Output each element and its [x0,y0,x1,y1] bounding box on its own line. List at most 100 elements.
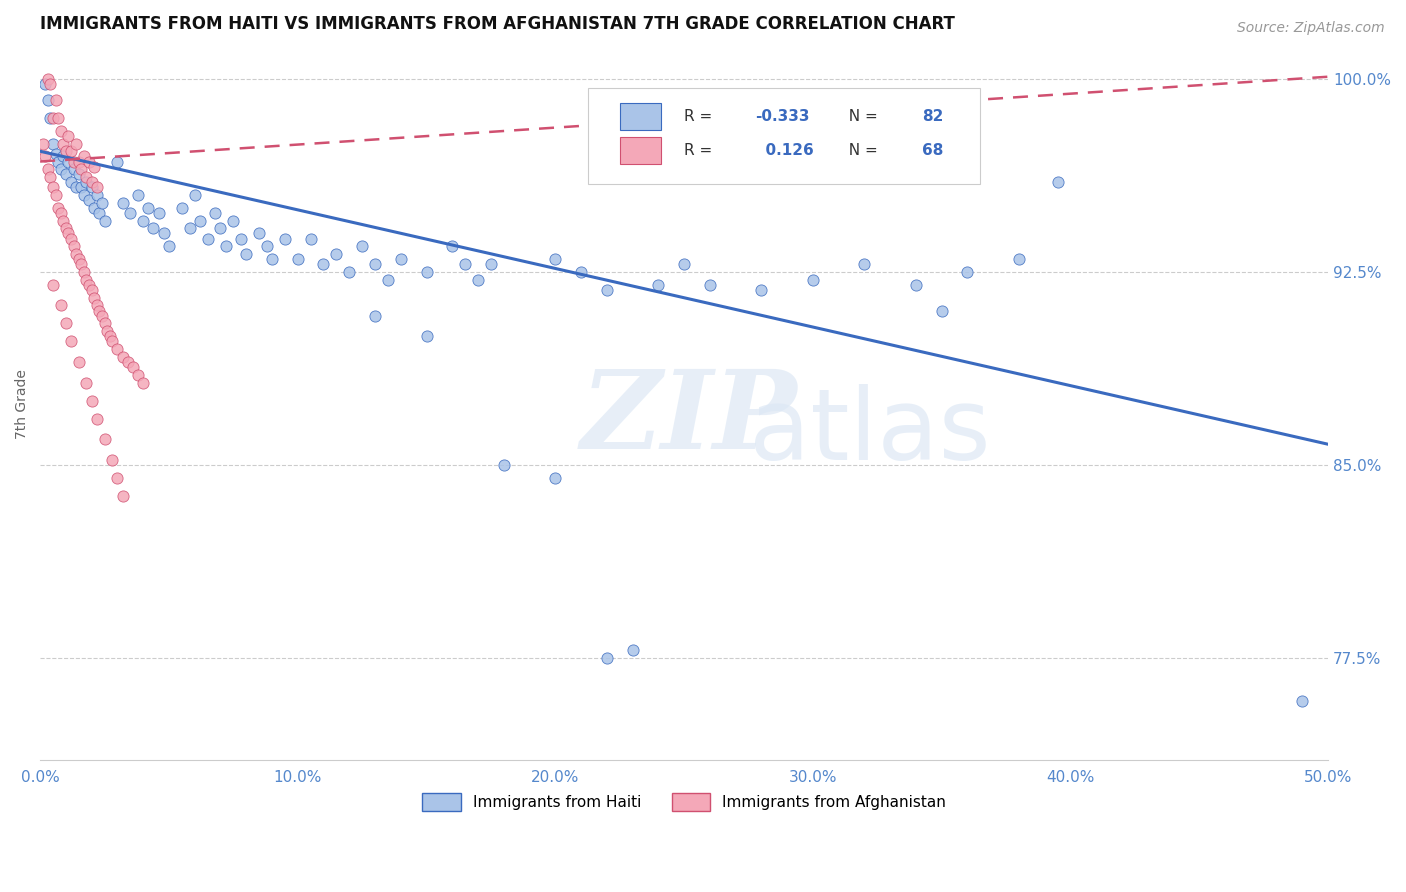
Point [39,78,62,92]
Text: IMMIGRANTS FROM HAITI VS IMMIGRANTS FROM AFGHANISTAN 7TH GRADE CORRELATION CHART: IMMIGRANTS FROM HAITI VS IMMIGRANTS FROM… [41,15,955,33]
Point [60,145,83,159]
Point [83,160,105,174]
Point [55,317,77,331]
Point [132,213,155,227]
Point [209,221,232,235]
Text: N =: N = [839,143,883,158]
Point [673,257,696,271]
Point [105,470,128,484]
Text: R =: R = [685,143,717,158]
Point [91,195,114,210]
Point [101,452,124,467]
Point [46,111,69,125]
Point [325,247,347,261]
Point [699,277,721,292]
Point [37,162,59,177]
Point [65,180,87,194]
Y-axis label: 7th Grade: 7th Grade [15,369,30,440]
Text: 82: 82 [922,109,943,124]
Point [1008,252,1031,267]
Point [45,188,67,202]
FancyBboxPatch shape [620,103,661,129]
Point [58,154,80,169]
Point [93,213,115,227]
Point [479,257,502,271]
Point [65,136,87,151]
Point [76,273,98,287]
Point [105,342,128,356]
Point [60,334,83,349]
Text: R =: R = [685,109,717,124]
Point [80,393,103,408]
Point [364,257,387,271]
Point [157,239,180,253]
Point [256,239,278,253]
Text: atlas: atlas [748,384,990,482]
Text: 68: 68 [922,143,943,158]
Point [37,72,59,87]
Point [127,368,149,382]
Point [46,201,69,215]
Point [931,303,953,318]
Point [299,232,322,246]
Point [52,213,75,227]
Point [364,309,387,323]
Point [96,324,118,338]
Point [544,252,567,267]
Point [80,175,103,189]
Point [111,350,134,364]
Point [1046,175,1069,189]
Point [121,360,143,375]
Point [801,273,824,287]
Point [49,162,72,177]
Point [337,265,360,279]
Point [183,188,205,202]
Point [67,154,90,169]
Point [117,355,139,369]
Point [77,277,100,292]
Point [235,247,257,261]
Point [93,317,115,331]
Point [86,188,108,202]
Point [86,411,108,425]
Point [222,213,245,227]
Point [34,149,56,163]
Point [73,188,96,202]
Point [454,257,477,271]
Point [42,180,65,194]
Text: N =: N = [839,109,883,124]
Point [441,239,464,253]
Point [45,93,67,107]
Point [204,206,226,220]
Text: ZIP: ZIP [581,365,797,473]
Point [853,257,876,271]
Point [39,111,62,125]
Point [352,239,374,253]
Point [467,273,489,287]
Point [67,252,90,267]
Point [89,206,111,220]
Point [1291,694,1313,708]
Point [101,334,124,349]
Point [49,124,72,138]
Point [596,650,619,665]
Point [70,180,93,194]
Point [415,265,437,279]
Point [58,128,80,143]
Point [120,206,142,220]
Point [34,78,56,92]
Point [77,154,100,169]
Point [142,221,165,235]
Text: Source: ZipAtlas.com: Source: ZipAtlas.com [1237,21,1385,35]
Point [55,145,77,159]
Point [152,227,174,241]
Point [544,470,567,484]
Point [58,227,80,241]
FancyBboxPatch shape [620,136,661,164]
Text: 0.126: 0.126 [755,143,814,158]
Point [389,252,412,267]
Point [111,195,134,210]
Point [179,221,201,235]
Point [49,206,72,220]
Point [55,221,77,235]
